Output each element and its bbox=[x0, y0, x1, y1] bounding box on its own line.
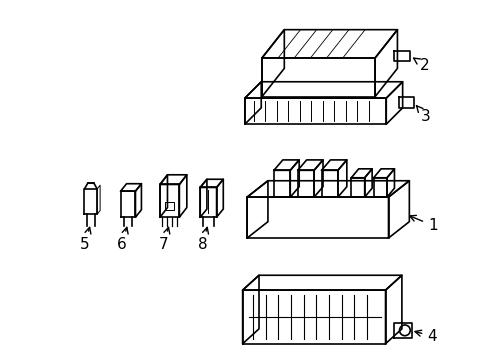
Text: 8: 8 bbox=[197, 227, 208, 252]
Text: 4: 4 bbox=[414, 329, 436, 344]
Text: 3: 3 bbox=[416, 105, 430, 124]
Text: 2: 2 bbox=[413, 58, 428, 73]
Text: 7: 7 bbox=[159, 227, 169, 252]
Text: 6: 6 bbox=[117, 227, 128, 252]
Text: 5: 5 bbox=[80, 227, 91, 252]
Text: 1: 1 bbox=[409, 215, 437, 233]
